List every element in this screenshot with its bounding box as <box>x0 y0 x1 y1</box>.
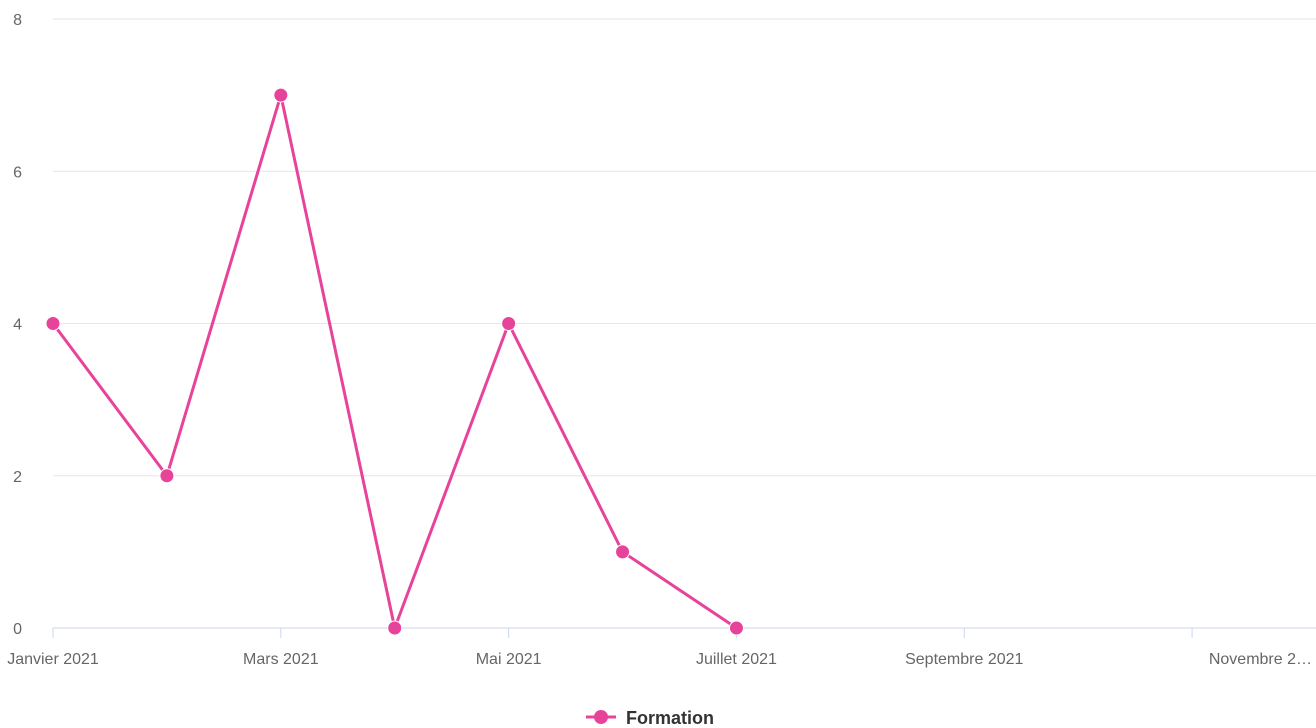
y-tick-label: 0 <box>13 621 22 638</box>
x-tick-label: Janvier 2021 <box>7 651 99 668</box>
data-point[interactable] <box>615 544 631 560</box>
legend-marker <box>594 710 608 724</box>
y-tick-labels: 0 2 4 6 8 <box>13 12 22 638</box>
legend-label: Formation <box>626 708 714 728</box>
y-tick-label: 8 <box>13 12 22 29</box>
data-point[interactable] <box>387 620 403 636</box>
y-tick-label: 4 <box>13 317 22 334</box>
x-tick-labels: Janvier 2021 Mars 2021 Mai 2021 Juillet 202… <box>7 651 1312 668</box>
data-point[interactable] <box>273 87 289 103</box>
data-point[interactable] <box>159 468 175 484</box>
x-tick-label: Septembre 2021 <box>905 651 1023 668</box>
x-tick-label: Novembre 2… <box>1209 651 1312 668</box>
legend[interactable]: Formation <box>586 708 714 728</box>
data-point[interactable] <box>728 620 744 636</box>
y-tick-label: 2 <box>13 469 22 486</box>
series-line-formation <box>51 93 738 630</box>
x-tick-marks <box>52 628 1193 638</box>
data-point[interactable] <box>45 316 61 331</box>
data-point[interactable] <box>501 316 517 331</box>
x-tick-label: Juillet 2021 <box>696 651 777 668</box>
y-gridlines <box>53 18 1316 477</box>
y-tick-label: 6 <box>13 164 22 181</box>
x-tick-label: Mai 2021 <box>476 651 542 668</box>
x-tick-label: Mars 2021 <box>243 651 319 668</box>
series-points <box>45 87 744 636</box>
